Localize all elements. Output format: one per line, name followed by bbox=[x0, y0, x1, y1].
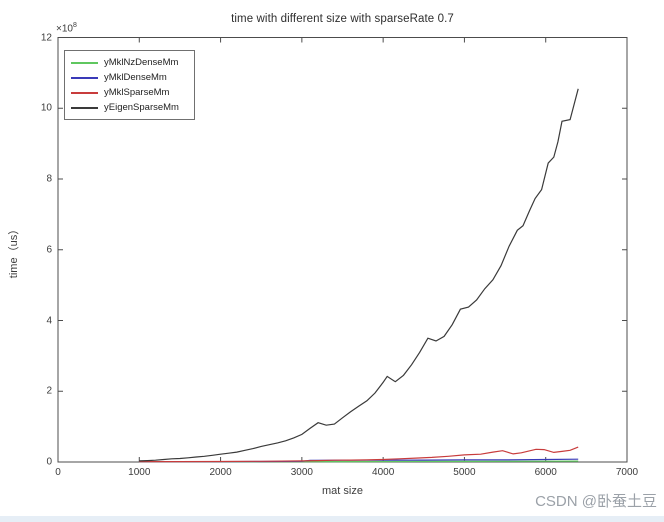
y-axis-exponent: ×108 bbox=[56, 22, 77, 34]
x-tick-label: 7000 bbox=[615, 467, 639, 478]
watermark-text: CSDN @卧蚕土豆 bbox=[535, 493, 657, 510]
x-tick-label: 4000 bbox=[372, 467, 395, 478]
legend-line-swatch bbox=[71, 91, 98, 94]
legend-box: yMklNzDenseMm yMklDenseMm yMklSparseMm yEig… bbox=[64, 50, 195, 120]
y-exponent-power: 8 bbox=[72, 22, 77, 29]
chart-title: time with different size with sparseRate… bbox=[231, 13, 454, 25]
y-tick-label: 10 bbox=[40, 102, 52, 114]
legend-line-swatch bbox=[71, 106, 98, 109]
legend-label: yEigenSparseMm bbox=[104, 102, 179, 113]
x-tick-label: 3000 bbox=[290, 467, 313, 478]
y-tick-label: 6 bbox=[46, 244, 52, 256]
legend-label: yMklNzDenseMm bbox=[104, 57, 179, 68]
x-axis-label: mat size bbox=[322, 485, 363, 497]
legend-entry-yMklSparseMm: yMklSparseMm bbox=[71, 85, 186, 100]
legend-entry-yEigenSparseMm: yEigenSparseMm bbox=[71, 100, 186, 115]
series-line-yMklSparseMm bbox=[139, 446, 579, 463]
y-tick-label: 4 bbox=[46, 315, 52, 326]
legend-label: yMklSparseMm bbox=[104, 87, 170, 98]
x-tick-label: 1000 bbox=[128, 467, 151, 478]
y-tick-label: 2 bbox=[46, 385, 52, 397]
x-tick-label: 0 bbox=[55, 467, 61, 478]
y-exponent-base: ×10 bbox=[56, 23, 73, 35]
x-tick-label: 6000 bbox=[534, 467, 557, 478]
legend-line-swatch bbox=[71, 76, 98, 79]
series-line-yEigenSparseMm bbox=[139, 88, 579, 462]
x-tick-label: 2000 bbox=[209, 467, 232, 478]
legend-label: yMklDenseMm bbox=[104, 72, 167, 83]
footer-strip bbox=[0, 516, 664, 522]
legend-line-swatch bbox=[71, 61, 98, 64]
x-tick-label: 5000 bbox=[453, 467, 476, 478]
y-tick-label: 12 bbox=[40, 32, 52, 43]
y-axis-label: time（us） bbox=[8, 223, 20, 279]
legend-entry-yMklDenseMm: yMklDenseMm bbox=[71, 70, 186, 85]
legend-entry-yMklNzDenseMm: yMklNzDenseMm bbox=[71, 55, 186, 70]
y-tick-label: 0 bbox=[46, 456, 52, 468]
y-tick-label: 8 bbox=[46, 173, 52, 185]
